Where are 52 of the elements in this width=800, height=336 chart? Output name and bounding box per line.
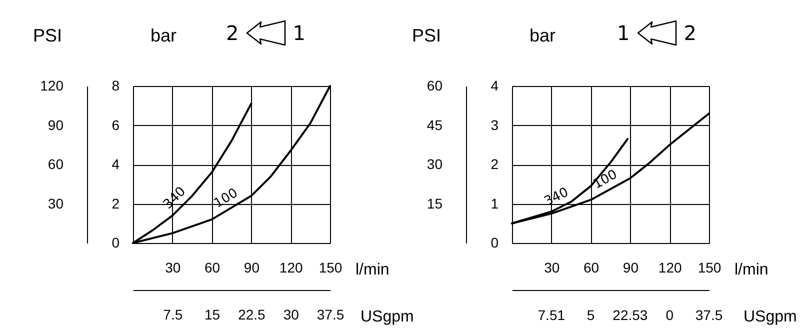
y-tick-label: 8 (112, 78, 120, 94)
y-axis-title: bar (529, 26, 556, 46)
text: 100 (212, 186, 241, 212)
y2-tick-label: 60 (48, 156, 64, 172)
y-tick-label: 4 (112, 156, 120, 172)
text: 2 (226, 20, 239, 47)
y-tick-label: 6 (112, 116, 120, 133)
text: 22.53 (612, 307, 648, 323)
text: 0 (666, 307, 674, 323)
x-tick-label: 60 (584, 260, 600, 276)
y-tick-label: 2 (490, 156, 499, 172)
x-axis-title: l/min (734, 262, 768, 278)
text: 2 (684, 20, 696, 47)
text: 1 (617, 20, 630, 47)
x-tick-label: 60 (204, 260, 220, 276)
y2-tick-label: 30 (48, 195, 64, 212)
x2-tick-label: 37.5 (316, 306, 344, 322)
y2-tick-label: 60 (426, 78, 443, 94)
y2-tick-label: 30 (426, 156, 443, 172)
y-tick-label: 2 (112, 195, 120, 212)
y-tick-label: 4 (490, 78, 499, 94)
text: 7.51 (538, 307, 566, 323)
x-tick-label: 120 (279, 260, 303, 276)
y-tick-label: 0 (490, 234, 499, 250)
text: 5 (586, 307, 595, 323)
x-tick-label: 150 (318, 260, 342, 276)
x-axis-title: l/min (356, 262, 390, 278)
x-tick-label: 120 (658, 260, 682, 276)
y2-tick-label: 15 (426, 195, 443, 212)
text: 1 (292, 20, 306, 47)
y-tick-label: 3 (490, 116, 499, 133)
y2-axis-title: PSI (32, 26, 62, 46)
text: 37.5 (695, 307, 723, 323)
y2-tick-label: 45 (426, 116, 443, 133)
x-tick-label: 150 (698, 260, 722, 276)
y2-tick-label: 120 (40, 78, 64, 94)
x2-tick-label: 30 (283, 306, 300, 322)
y2-tick-label: 90 (48, 116, 64, 133)
x2-axis-title: USgpm (744, 308, 797, 326)
x-tick-label: 90 (244, 260, 260, 276)
x2-axis-title: USgpm (360, 308, 414, 326)
x-tick-label: 90 (622, 260, 639, 276)
y-tick-label: 1 (490, 195, 499, 212)
x2-tick-label: 15 (204, 306, 220, 322)
y-tick-label: 0 (112, 234, 120, 250)
text: 100 (590, 167, 620, 192)
x2-tick-label: 22.5 (238, 306, 266, 322)
x2-tick-label: 7.5 (163, 306, 183, 322)
y-axis-title: bar (150, 26, 177, 46)
x-tick-label: 30 (165, 260, 181, 276)
x-tick-label: 30 (544, 260, 560, 276)
y2-axis-title: PSI (412, 26, 442, 46)
